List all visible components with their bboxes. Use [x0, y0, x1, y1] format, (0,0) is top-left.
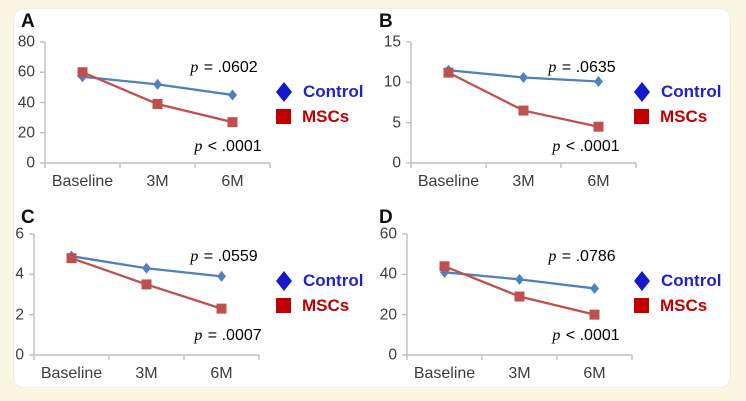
legend-label-mscs: MSCs: [302, 296, 350, 315]
control-marker: [590, 282, 599, 294]
p-value-bottom: p = .0007: [194, 327, 262, 344]
y-tick-label: 40: [379, 265, 397, 283]
legend: Control MSCs: [634, 79, 721, 129]
legend-label-control: Control: [303, 82, 364, 101]
category-label: Baseline: [413, 365, 476, 382]
plot-area: [406, 41, 637, 168]
category-label: 6M: [583, 365, 606, 382]
chart-panel-b: B 15 10 5 0 Baseline 3M 6M p = .0635 p < .0…: [372, 9, 730, 198]
y-tick-label: 80: [17, 33, 35, 51]
mscs-marker: [66, 253, 77, 264]
mscs-marker: [216, 303, 227, 314]
category-label: Baseline: [51, 173, 114, 190]
mscs-marker: [141, 279, 152, 290]
y-tick-label: 40: [17, 93, 35, 111]
p-value-bottom: p < .0001: [552, 327, 620, 344]
y-tick-label: 6: [15, 225, 24, 243]
control-diamond-icon: [634, 270, 650, 291]
mscs-marker: [77, 67, 88, 78]
legend-label-control: Control: [661, 82, 722, 101]
p-value-top: p = .0635: [548, 59, 616, 76]
legend: Control MSCs: [634, 268, 721, 318]
control-marker: [217, 270, 226, 282]
control-marker: [594, 76, 603, 88]
y-tick-label: 20: [379, 305, 397, 323]
y-tick-label: 0: [26, 154, 35, 172]
y-tick-label: 0: [392, 154, 401, 172]
y-tick-label: 0: [388, 346, 397, 364]
category-label: 3M: [512, 173, 535, 190]
y-tick-label: 10: [383, 73, 401, 91]
control-marker: [142, 262, 151, 274]
p-value-top: p = .0559: [190, 248, 258, 265]
legend-row-control: Control: [276, 79, 363, 104]
legend-row-mscs: MSCs: [634, 293, 721, 318]
category-label: Baseline: [40, 365, 103, 382]
category-label: 6M: [221, 173, 244, 190]
panel-letter: B: [379, 11, 394, 32]
plot-area: [29, 233, 260, 360]
legend-row-mscs: MSCs: [634, 104, 721, 129]
control-marker: [228, 89, 237, 101]
mscs-marker: [152, 99, 163, 110]
mscs-square-icon: [634, 298, 649, 313]
mscs-marker: [514, 291, 525, 302]
y-tick-label: 2: [15, 305, 24, 323]
legend-row-control: Control: [634, 268, 721, 293]
category-label: Baseline: [417, 173, 480, 190]
category-label: 3M: [146, 173, 169, 190]
mscs-marker: [443, 67, 454, 78]
p-value-top: p = .0602: [190, 59, 258, 76]
legend-row-control: Control: [634, 79, 721, 104]
plot-area: [402, 233, 633, 360]
legend-label-mscs: MSCs: [302, 107, 350, 126]
p-value-bottom: p < .0001: [552, 138, 620, 155]
mscs-marker: [589, 309, 600, 320]
control-marker: [519, 71, 528, 83]
control-marker: [440, 266, 449, 278]
legend-label-control: Control: [303, 271, 364, 290]
chart-panel-d: D 60 40 20 0 Baseline 3M 6M p = .0786 p < .…: [372, 198, 730, 387]
control-diamond-icon: [276, 270, 292, 291]
mscs-square-icon: [634, 109, 649, 124]
legend-label-mscs: MSCs: [660, 296, 708, 315]
panel-letter: C: [21, 207, 36, 228]
legend-row-mscs: MSCs: [276, 104, 363, 129]
control-marker: [515, 273, 524, 285]
category-label: 6M: [587, 173, 610, 190]
legend: Control MSCs: [276, 79, 363, 129]
y-tick-label: 5: [392, 113, 401, 131]
panel-letter: D: [379, 207, 394, 228]
panel-letter: A: [21, 11, 36, 32]
y-tick-label: 60: [379, 225, 397, 243]
control-diamond-icon: [276, 81, 292, 102]
legend-row-control: Control: [276, 268, 363, 293]
mscs-marker: [593, 121, 604, 132]
p-value-top: p = .0786: [548, 248, 616, 265]
control-marker: [153, 78, 162, 90]
mscs-marker: [227, 117, 238, 128]
category-label: 6M: [210, 365, 233, 382]
plot-area: [40, 41, 271, 168]
y-tick-label: 0: [15, 346, 24, 364]
y-tick-label: 20: [17, 124, 35, 141]
mscs-marker: [518, 105, 529, 116]
legend-row-mscs: MSCs: [276, 293, 363, 318]
category-label: 3M: [135, 365, 158, 382]
p-value-bottom: p < .0001: [194, 138, 262, 155]
figure-card: A 80 60 40 20 0 Baseline 3M 6M p = .0602 p <…: [14, 9, 730, 387]
control-diamond-icon: [634, 81, 650, 102]
chart-panel-c: C 6 4 2 0 Baseline 3M 6M p = .0559 p = .000…: [14, 198, 372, 387]
mscs-marker: [439, 261, 450, 272]
legend-label-control: Control: [661, 271, 722, 290]
legend-label-mscs: MSCs: [660, 107, 708, 126]
category-label: 3M: [508, 365, 531, 382]
y-tick-label: 60: [17, 63, 35, 81]
chart-panel-a: A 80 60 40 20 0 Baseline 3M 6M p = .0602 p <…: [14, 9, 372, 198]
mscs-square-icon: [276, 298, 291, 313]
y-tick-label: 4: [15, 265, 24, 283]
y-tick-label: 15: [383, 33, 401, 51]
legend: Control MSCs: [276, 268, 363, 318]
mscs-square-icon: [276, 109, 291, 124]
